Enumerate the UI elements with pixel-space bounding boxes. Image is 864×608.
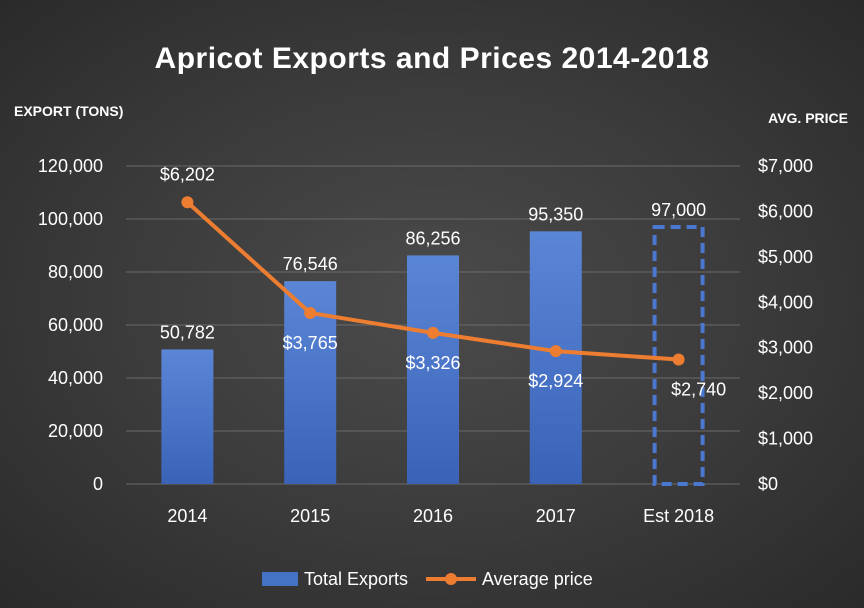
legend-bar-swatch [262, 572, 298, 586]
bar [161, 349, 214, 484]
legend: Total Exports Average price [262, 569, 593, 589]
right-tick-label: $1,000 [758, 429, 813, 449]
legend-label-price: Average price [482, 569, 593, 589]
left-axis-title: EXPORT (TONS) [14, 103, 123, 119]
bar-value-label: 76,546 [283, 254, 338, 274]
left-tick-label: 120,000 [38, 156, 103, 176]
right-tick-label: $2,000 [758, 383, 813, 403]
bar-value-label: 95,350 [528, 204, 583, 224]
price-point [181, 196, 194, 209]
price-value-label: $2,740 [671, 380, 726, 400]
bar [529, 231, 582, 484]
price-point [549, 345, 562, 358]
x-tick-label: 2014 [167, 506, 207, 526]
x-tick-label: 2015 [290, 506, 330, 526]
x-tick-label: Est 2018 [643, 506, 714, 526]
left-tick-label: 20,000 [48, 421, 103, 441]
bar-value-label: 50,782 [160, 322, 215, 342]
right-tick-label: $6,000 [758, 201, 813, 221]
left-tick-label: 100,000 [38, 209, 103, 229]
axes: 0 20,000 40,000 60,000 80,000 100,000 120,000 $… [38, 156, 813, 526]
left-tick-label: 0 [93, 474, 103, 494]
x-tick-label: 2017 [536, 506, 576, 526]
legend-label-exports: Total Exports [304, 569, 408, 589]
price-value-label: $2,924 [528, 371, 583, 391]
chart-title: Apricot Exports and Prices 2014-2018 [155, 42, 710, 75]
price-point [304, 306, 317, 319]
price-value-label: $6,202 [160, 164, 215, 184]
bar-value-label: 97,000 [651, 200, 706, 220]
data-labels: 50,782 76,546 86,256 95,350 97,000 $6,202 $3,7… [160, 164, 726, 399]
right-tick-label: $0 [758, 474, 778, 494]
price-point [672, 353, 685, 366]
left-tick-label: 80,000 [48, 262, 103, 282]
bar-estimated [652, 224, 705, 486]
right-tick-label: $4,000 [758, 292, 813, 312]
right-axis-title: AVG. PRICE [768, 110, 848, 126]
left-tick-label: 40,000 [48, 368, 103, 388]
right-tick-label: $5,000 [758, 247, 813, 267]
legend-line-marker [445, 573, 457, 585]
price-point [427, 326, 439, 339]
price-value-label: $3,326 [405, 353, 460, 373]
bar-value-label: 86,256 [405, 228, 460, 248]
price-value-label: $3,765 [283, 333, 338, 353]
right-tick-label: $3,000 [758, 338, 813, 358]
left-tick-label: 60,000 [48, 315, 103, 335]
bar [407, 255, 459, 484]
price-line [181, 196, 685, 366]
x-tick-label: 2016 [413, 506, 453, 526]
right-tick-label: $7,000 [758, 156, 813, 176]
